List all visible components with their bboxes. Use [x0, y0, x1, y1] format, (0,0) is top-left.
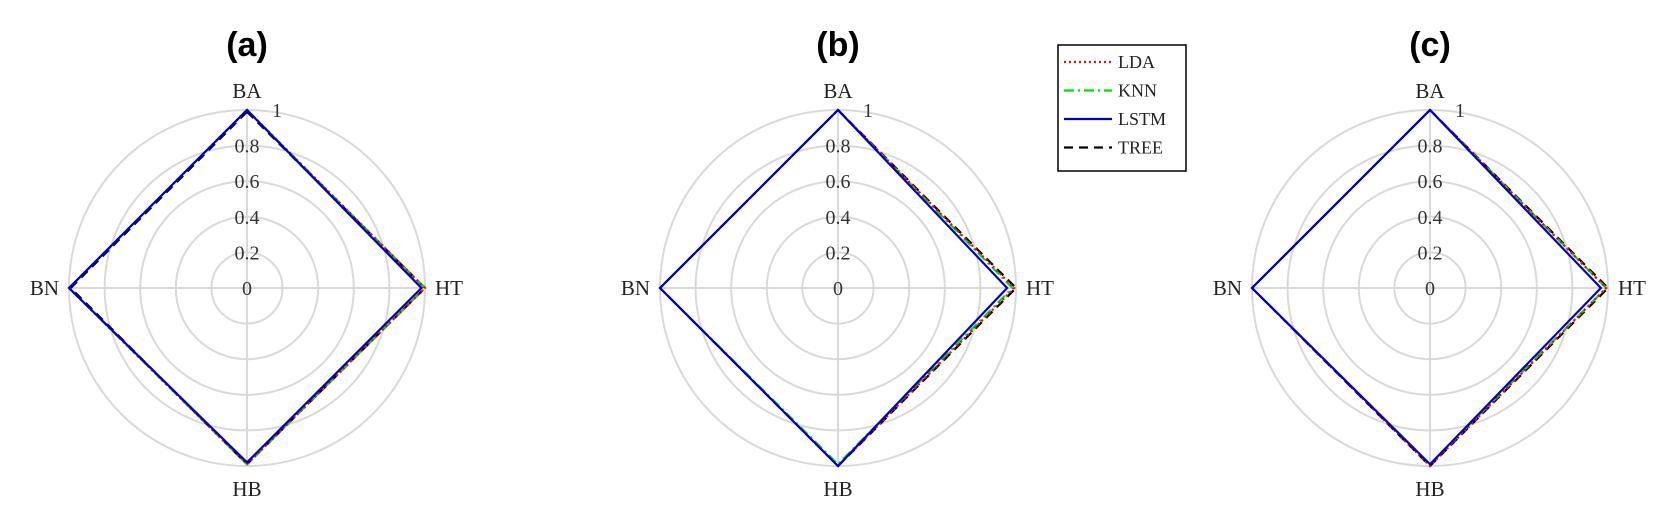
radial-tick-label: 1 [1455, 100, 1465, 122]
radial-tick-label: 0 [1425, 278, 1435, 300]
radial-tick-label: 0.2 [826, 242, 851, 264]
legend-label-knn: KNN [1118, 81, 1157, 101]
axis-label-hb: HB [1415, 477, 1444, 501]
radial-tick-label: 0.2 [1418, 242, 1443, 264]
panel-title: (c) [1409, 26, 1451, 64]
axis-label-ba: BA [823, 79, 853, 103]
radial-tick-label: 0.4 [235, 207, 260, 229]
radar-panel-1: 0 0.2 0.4 0.6 0.8 1 BA HT HB BN (a) [30, 26, 463, 501]
radial-tick-label: 0.6 [826, 171, 851, 193]
radial-tick-label: 0.8 [826, 136, 851, 158]
radial-tick-label: 0.6 [1418, 171, 1443, 193]
radial-tick-label: 0.4 [1418, 207, 1443, 229]
legend-label-lda: LDA [1118, 52, 1155, 72]
panel-title: (b) [816, 26, 859, 64]
radial-tick-label: 0.2 [235, 242, 260, 264]
axis-label-ht: HT [435, 276, 463, 300]
radial-tick-label: 1 [272, 100, 282, 122]
legend: LDA KNN LSTM TREE [1057, 44, 1187, 172]
legend-box [1057, 44, 1187, 172]
axis-label-bn: BN [621, 276, 650, 300]
radial-tick-label: 0.6 [235, 171, 260, 193]
radial-tick-label: 0.4 [826, 207, 851, 229]
axis-label-ba: BA [1415, 79, 1445, 103]
legend-label-tree: TREE [1118, 138, 1163, 158]
axis-label-ht: HT [1026, 276, 1054, 300]
axis-label-bn: BN [30, 276, 59, 300]
radial-tick-label: 0 [833, 278, 843, 300]
legend-label-lstm: LSTM [1118, 109, 1166, 129]
series-lstm [658, 108, 1009, 468]
radial-tick-label: 1 [863, 100, 873, 122]
series-lstm [1250, 108, 1603, 466]
radial-tick-label: 0.8 [1418, 136, 1443, 158]
panel-title: (a) [226, 26, 268, 64]
radial-tick-label: 0 [242, 278, 252, 300]
radar-panel-2: 0 0.2 0.4 0.6 0.8 1 BA HT HB BN (b) [621, 26, 1054, 501]
axis-label-hb: HB [823, 477, 852, 501]
axis-label-ht: HT [1618, 276, 1646, 300]
radial-tick-label: 0.8 [235, 136, 260, 158]
series-lstm [67, 108, 423, 464]
series-knn [67, 108, 427, 466]
axis-label-ba: BA [232, 79, 262, 103]
axis-label-bn: BN [1213, 276, 1242, 300]
axis-label-hb: HB [232, 477, 261, 501]
radar-panel-3: 0 0.2 0.4 0.6 0.8 1 BA HT HB BN (c) [1213, 26, 1646, 501]
